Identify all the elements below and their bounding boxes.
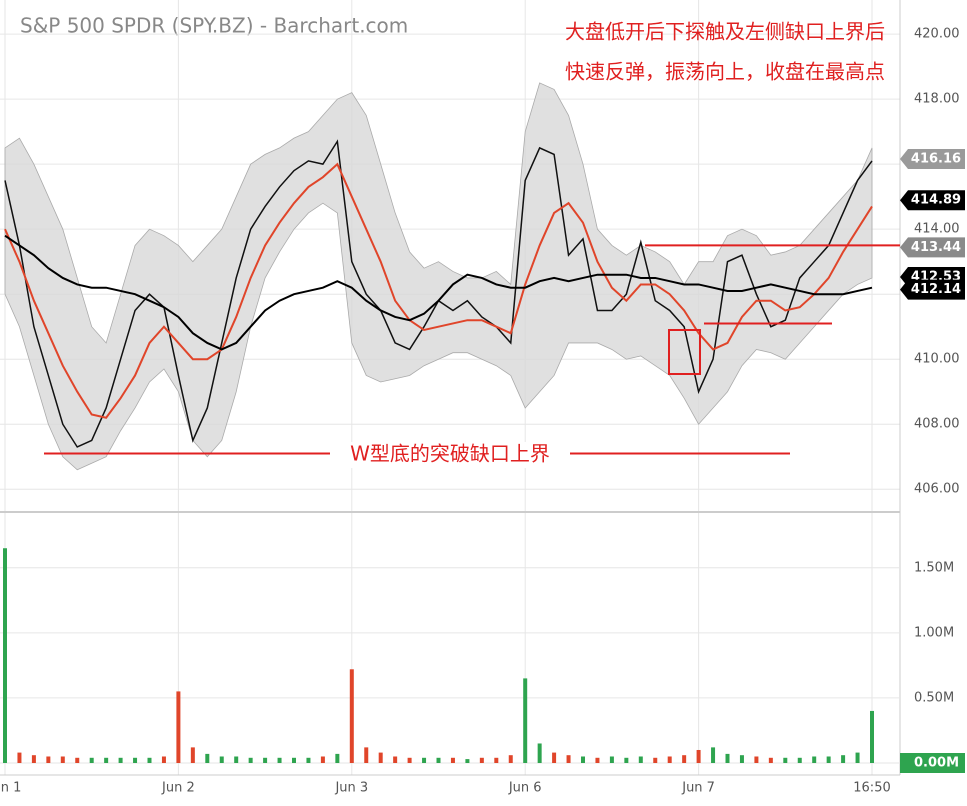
volume-bar xyxy=(653,757,658,763)
volume-bar xyxy=(494,757,499,763)
volume-bar xyxy=(465,759,470,763)
price-tag xyxy=(900,190,965,211)
volume-bar xyxy=(436,757,441,763)
volume-bar xyxy=(292,757,296,763)
volume-bar xyxy=(75,757,80,763)
volume-bar xyxy=(335,753,340,763)
volume-bar xyxy=(739,755,744,763)
volume-bar xyxy=(422,757,427,763)
volume-bar xyxy=(812,756,817,763)
volume-bar xyxy=(219,756,224,763)
y-tick-label: 1.50M xyxy=(914,560,954,575)
annotation-box xyxy=(668,329,701,375)
volume-bar xyxy=(841,755,846,763)
x-tick-label: Jun 2 xyxy=(161,781,195,796)
volume-bar xyxy=(508,755,513,763)
volume-bar xyxy=(133,757,138,763)
price-tag-label: 413.44 xyxy=(911,240,961,255)
volume-bar xyxy=(320,756,325,763)
volume-bar xyxy=(667,756,672,763)
volume-bar xyxy=(609,756,614,763)
volume-bar xyxy=(870,710,874,763)
volume-bar xyxy=(595,757,600,763)
price-line xyxy=(4,162,873,419)
volume-bar xyxy=(263,757,268,763)
volume-tag xyxy=(900,753,965,773)
price-line xyxy=(4,234,873,351)
volume-bar xyxy=(205,753,210,763)
price-tag-label: 416.16 xyxy=(911,151,961,166)
volume-bar xyxy=(176,691,181,763)
price-tag xyxy=(900,148,965,169)
volume-bar xyxy=(364,747,369,763)
volume-bar xyxy=(31,755,36,763)
volume-bar xyxy=(60,756,65,763)
volume-bar xyxy=(3,548,7,763)
volume-bar xyxy=(711,747,716,763)
volume-bar xyxy=(638,756,643,763)
volume-bar xyxy=(552,752,557,763)
volume-bar xyxy=(378,752,383,763)
volume-bar xyxy=(754,756,759,763)
volume-bar xyxy=(682,755,687,763)
volume-bar xyxy=(450,757,455,763)
volume-bar xyxy=(277,757,282,763)
chart-title: S&P 500 SPDR (SPY.BZ) - Barchart.com xyxy=(20,14,408,38)
volume-bar xyxy=(118,757,123,763)
y-tick-label: 0.00M xyxy=(914,756,959,771)
volume-bar xyxy=(725,753,730,763)
y-tick-label: 414.00 xyxy=(914,222,960,237)
volume-bar xyxy=(393,756,398,763)
volume-bar xyxy=(407,757,412,763)
volume-bar xyxy=(349,669,354,763)
volume-bar xyxy=(248,757,253,763)
volume-bar xyxy=(89,757,94,763)
volume-bar xyxy=(783,757,788,763)
volume-bar xyxy=(306,757,311,763)
y-tick-label: 0.50M xyxy=(914,690,954,705)
annotation: 快速反弹，振荡向上，收盘在最高点 xyxy=(565,60,885,84)
y-tick-label: 1.00M xyxy=(914,625,954,640)
y-tick-label: 410.00 xyxy=(914,352,960,367)
bollinger-band xyxy=(4,82,873,471)
volume-bar xyxy=(17,752,22,763)
y-tick-label: 406.00 xyxy=(914,482,960,497)
price-tag-label: 414.89 xyxy=(911,193,961,208)
volume-bar xyxy=(855,752,860,763)
y-tick-label: 408.00 xyxy=(914,417,960,432)
volume-bar xyxy=(566,755,571,763)
volume-bar xyxy=(161,756,166,763)
annotation: W型底的突破缺口上界 xyxy=(350,442,550,466)
price-tag-label: 412.14 xyxy=(911,282,961,297)
volume-bar xyxy=(696,749,701,763)
volume-bar xyxy=(768,757,773,763)
y-tick-label: 420.00 xyxy=(914,27,960,42)
x-tick-label: Jun 3 xyxy=(334,781,368,796)
volume-bar xyxy=(147,757,152,763)
volume-bar xyxy=(190,747,195,763)
volume-bar xyxy=(826,756,831,763)
x-tick-label: Jun 6 xyxy=(508,781,542,796)
volume-bar xyxy=(523,678,528,763)
volume-bar xyxy=(479,757,484,763)
volume-bar xyxy=(797,757,802,763)
price-tag xyxy=(900,279,965,300)
volume-bar xyxy=(537,743,542,763)
price-tag xyxy=(900,237,965,258)
x-tick-label: Jun 7 xyxy=(681,781,715,796)
x-tick-label: 16:50 xyxy=(853,781,890,796)
volume-bar xyxy=(624,757,629,763)
annotation: 大盘低开后下探触及左侧缺口上界后 xyxy=(565,20,885,44)
annotation-bg xyxy=(330,442,570,468)
volume-bar xyxy=(581,756,585,763)
volume-bar xyxy=(234,756,239,763)
x-tick-label: Jun 1 xyxy=(0,781,21,796)
volume-bar xyxy=(104,757,109,763)
volume-bar xyxy=(46,756,51,763)
y-tick-label: 418.00 xyxy=(914,92,960,107)
